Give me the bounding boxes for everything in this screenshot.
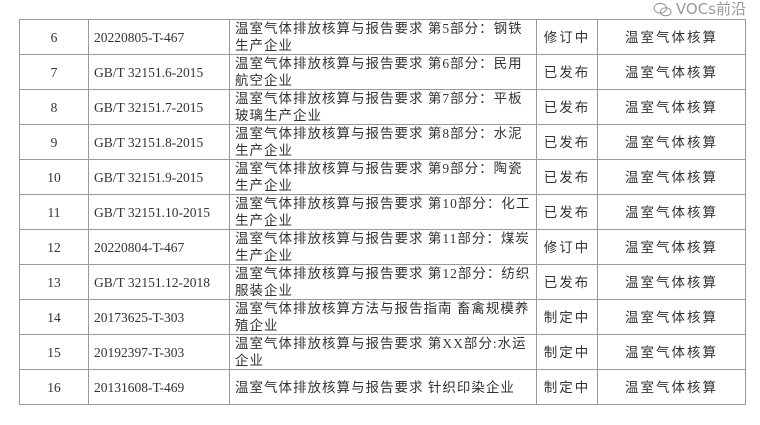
table-row: 8 GB/T 32151.7-2015 温室气体排放核算与报告要求 第7部分：平板玻… (19, 89, 746, 125)
row-number: 10 (19, 159, 89, 195)
row-number: 11 (19, 194, 89, 230)
standard-name: 温室气体排放核算与报告要求 第11部分：煤炭生产企业 (229, 229, 537, 265)
standard-code: 20220804-T-467 (88, 229, 230, 265)
category-cell: 温室气体核算 (597, 54, 746, 90)
row-number: 8 (19, 89, 89, 125)
table-row: 14 20173625-T-303 温室气体排放核算方法与报告指南 畜禽规模养殖企业… (19, 299, 746, 335)
standard-name: 温室气体排放核算与报告要求 第8部分：水泥生产企业 (229, 124, 537, 160)
status-cell: 修订中 (536, 19, 598, 55)
row-number: 15 (19, 334, 89, 370)
table-row: 16 20131608-T-469 温室气体排放核算与报告要求 针织印染企业 制定中温… (19, 369, 746, 405)
category-cell: 温室气体核算 (597, 334, 746, 370)
standard-name: 温室气体排放核算与报告要求 第9部分：陶瓷生产企业 (229, 159, 537, 195)
status-cell: 制定中 (536, 334, 598, 370)
category-cell: 温室气体核算 (597, 264, 746, 300)
standard-name: 温室气体排放核算与报告要求 第6部分：民用航空企业 (229, 54, 537, 90)
standard-code: GB/T 32151.8-2015 (88, 124, 230, 160)
category-cell: 温室气体核算 (597, 194, 746, 230)
watermark: VOCs前沿 (653, 0, 746, 19)
row-number: 7 (19, 54, 89, 90)
status-cell: 已发布 (536, 159, 598, 195)
standard-name: 温室气体排放核算与报告要求 第5部分：钢铁生产企业 (229, 19, 537, 55)
category-cell: 温室气体核算 (597, 369, 746, 405)
table-row: 11 GB/T 32151.10-2015 温室气体排放核算与报告要求 第10部分：… (19, 194, 746, 230)
table-row: 9 GB/T 32151.8-2015 温室气体排放核算与报告要求 第8部分：水泥生… (19, 124, 746, 160)
standard-code: 20192397-T-303 (88, 334, 230, 370)
standard-code: 20220805-T-467 (88, 19, 230, 55)
category-cell: 温室气体核算 (597, 19, 746, 55)
standard-code: GB/T 32151.12-2018 (88, 264, 230, 300)
row-number: 14 (19, 299, 89, 335)
status-cell: 制定中 (536, 369, 598, 405)
watermark-text: VOCs前沿 (675, 0, 746, 18)
row-number: 6 (19, 19, 89, 55)
standards-table: 6 20220805-T-467 温室气体排放核算与报告要求 第5部分：钢铁生产企业… (19, 19, 746, 405)
standard-name: 温室气体排放核算方法与报告指南 畜禽规模养殖企业 (229, 299, 537, 335)
category-cell: 温室气体核算 (597, 299, 746, 335)
status-cell: 修订中 (536, 229, 598, 265)
category-cell: 温室气体核算 (597, 89, 746, 125)
standard-code: GB/T 32151.7-2015 (88, 89, 230, 125)
standard-name: 温室气体排放核算与报告要求 第7部分：平板玻璃生产企业 (229, 89, 537, 125)
status-cell: 已发布 (536, 194, 598, 230)
category-cell: 温室气体核算 (597, 159, 746, 195)
status-cell: 已发布 (536, 54, 598, 90)
standard-code: 20131608-T-469 (88, 369, 230, 405)
row-number: 9 (19, 124, 89, 160)
table-row: 7 GB/T 32151.6-2015 温室气体排放核算与报告要求 第6部分：民用航… (19, 54, 746, 90)
table-row: 13 GB/T 32151.12-2018 温室气体排放核算与报告要求 第12部分：… (19, 264, 746, 300)
standard-name: 温室气体排放核算与报告要求 针织印染企业 (229, 369, 537, 405)
standard-name: 温室气体排放核算与报告要求 第10部分：化工生产企业 (229, 194, 537, 230)
standard-code: GB/T 32151.6-2015 (88, 54, 230, 90)
standard-code: 20173625-T-303 (88, 299, 230, 335)
category-cell: 温室气体核算 (597, 124, 746, 160)
status-cell: 制定中 (536, 299, 598, 335)
category-cell: 温室气体核算 (597, 229, 746, 265)
table-row: 12 20220804-T-467 温室气体排放核算与报告要求 第11部分：煤炭生产… (19, 229, 746, 265)
table-body: 6 20220805-T-467 温室气体排放核算与报告要求 第5部分：钢铁生产企业… (19, 19, 746, 405)
standard-code: GB/T 32151.9-2015 (88, 159, 230, 195)
table-row: 10 GB/T 32151.9-2015 温室气体排放核算与报告要求 第9部分：陶瓷… (19, 159, 746, 195)
standard-name: 温室气体排放核算与报告要求 第XX部分:水运企业 (229, 334, 537, 370)
standard-name: 温室气体排放核算与报告要求 第12部分：纺织服装企业 (229, 264, 537, 300)
wechat-icon (653, 2, 672, 16)
table-row: 15 20192397-T-303 温室气体排放核算与报告要求 第XX部分:水运企业… (19, 334, 746, 370)
row-number: 12 (19, 229, 89, 265)
status-cell: 已发布 (536, 124, 598, 160)
status-cell: 已发布 (536, 264, 598, 300)
standard-code: GB/T 32151.10-2015 (88, 194, 230, 230)
table-row: 6 20220805-T-467 温室气体排放核算与报告要求 第5部分：钢铁生产企业… (19, 19, 746, 55)
status-cell: 已发布 (536, 89, 598, 125)
row-number: 13 (19, 264, 89, 300)
row-number: 16 (19, 369, 89, 405)
